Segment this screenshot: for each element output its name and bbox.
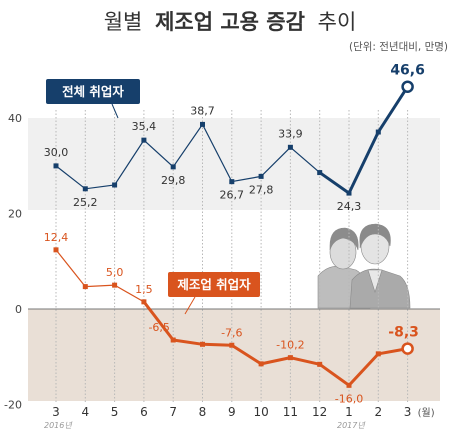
data-label: 29,8	[161, 174, 186, 187]
legend-manufacturing-pointer	[184, 296, 196, 315]
series-line-bold	[142, 300, 408, 387]
data-point	[82, 284, 88, 290]
data-point	[200, 341, 205, 347]
data-point	[317, 170, 323, 176]
positive-band	[28, 118, 440, 210]
data-point	[112, 182, 118, 188]
data-label: 38,7	[190, 104, 215, 117]
legend-manufacturing-label: 제조업 취업자	[177, 277, 251, 292]
y-tick-label: 20	[8, 208, 22, 221]
data-label: 24,3	[337, 200, 362, 213]
data-point	[82, 186, 88, 192]
x-tick-label: 11	[283, 405, 298, 419]
data-point	[170, 164, 176, 170]
x-axis-ticks: 3 4 5 6 7 8 9 10 11 12 1 2 3 (월)2016년 2017년	[44, 405, 435, 429]
title-bold: 제조업 고용 증감	[155, 10, 305, 34]
data-label: -10,2	[276, 339, 304, 352]
workers-illustration	[317, 223, 411, 309]
x-tick-label: 3	[52, 405, 60, 419]
x-tick-label: 1	[345, 405, 353, 419]
data-point	[53, 247, 59, 253]
data-point	[112, 282, 118, 288]
legend-total-label: 전체 취업자	[62, 84, 124, 99]
data-point	[141, 137, 147, 143]
x-tick-label: 4	[81, 405, 89, 419]
unit-note: (단위: 전년대비, 만명)	[349, 40, 448, 53]
data-label: 35,4	[132, 120, 157, 133]
data-point	[141, 299, 147, 305]
data-point	[53, 163, 59, 169]
x-tick-label: 9	[228, 405, 236, 419]
data-label: -16,0	[335, 392, 363, 405]
data-point	[317, 361, 323, 367]
data-point	[375, 351, 381, 357]
data-label: 30,0	[44, 146, 69, 159]
data-point	[258, 361, 264, 367]
data-labels: 30,0 25,2 35,4 29,8 38,7 26,7 27,8 33,9 24,3 46,6…	[44, 63, 425, 406]
data-label: 33,9	[278, 127, 303, 140]
series-line-thin	[55, 249, 145, 303]
data-point	[401, 342, 414, 355]
x-tick-label: 6	[140, 405, 148, 419]
data-label: -8,3	[388, 325, 419, 341]
data-label: 12,4	[44, 231, 69, 244]
x-tick-label: 10	[253, 405, 268, 419]
x-unit-label: (월)	[418, 407, 435, 419]
negative-band	[28, 309, 440, 401]
data-point	[170, 337, 176, 343]
series-line-thin	[55, 123, 321, 190]
title-end: 추이	[318, 10, 357, 34]
title-light: 월별	[104, 10, 143, 34]
data-label: 5,0	[106, 266, 124, 279]
data-point	[287, 355, 293, 361]
x-tick-label: 5	[111, 405, 119, 419]
data-point	[229, 179, 235, 185]
x-tick-label: 7	[169, 405, 177, 419]
data-label: 46,6	[390, 63, 425, 79]
year-label: 2016년	[44, 421, 73, 429]
y-axis-ticks: 40 20 0 -20	[4, 112, 22, 411]
legend-total: 전체 취업자	[46, 79, 140, 119]
data-label: -6,5	[148, 321, 169, 334]
data-label: -7,6	[221, 326, 242, 339]
data-point	[375, 129, 381, 135]
x-tick-label: 2	[374, 405, 382, 419]
y-tick-label: 40	[8, 112, 22, 125]
x-tick-label: 12	[312, 405, 327, 419]
data-label: 1,5	[135, 283, 153, 296]
data-point	[346, 382, 352, 388]
data-point	[258, 173, 264, 179]
data-point	[287, 144, 293, 150]
data-point	[200, 121, 205, 127]
year-label: 2017년	[337, 421, 366, 429]
data-point	[229, 342, 235, 348]
chart-title: 월별 제조업 고용 증감 추이	[104, 10, 357, 34]
legend-manufacturing: 제조업 취업자	[168, 272, 260, 315]
series-line-bold	[318, 85, 409, 195]
x-tick-label: 3	[404, 405, 412, 419]
y-tick-label: -20	[4, 398, 22, 411]
y-tick-label: 0	[15, 303, 22, 316]
data-point	[401, 80, 414, 93]
series-layer	[53, 80, 414, 388]
data-label: 25,2	[73, 196, 98, 209]
data-point	[346, 190, 352, 196]
legend-total-pointer	[111, 103, 119, 119]
legend-total-box	[46, 79, 140, 104]
data-label: 26,7	[220, 189, 245, 202]
x-tick-label: 8	[199, 405, 207, 419]
legend-manufacturing-box	[168, 272, 260, 297]
data-label: 27,8	[249, 183, 274, 196]
